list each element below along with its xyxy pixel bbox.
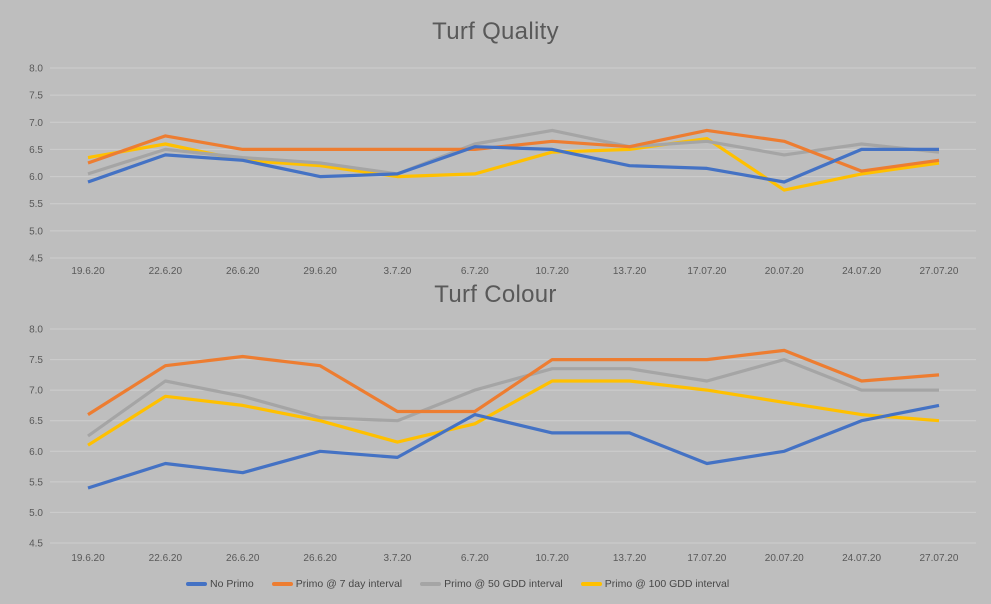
y-axis-label: 7.0 bbox=[29, 118, 43, 129]
turf-quality-title: Turf Quality bbox=[432, 18, 559, 45]
legend-label: Primo @ 50 GDD interval bbox=[444, 578, 563, 590]
x-axis-label: 22.6.20 bbox=[149, 266, 183, 277]
x-axis-label: 26.6.20 bbox=[303, 553, 337, 564]
x-axis-label: 13.7.20 bbox=[613, 553, 647, 564]
legend-swatch-line bbox=[580, 582, 602, 586]
legend-swatch-line bbox=[186, 582, 207, 586]
series-line-primo-7-day-interval[interactable] bbox=[87, 348, 940, 416]
legend-label: Primo @ 100 GDD interval bbox=[604, 578, 730, 590]
x-axis-label: 26.6.20 bbox=[226, 266, 260, 277]
x-axis-label: 20.07.20 bbox=[765, 553, 804, 564]
x-axis-label: 10.7.20 bbox=[535, 553, 569, 564]
legend-label: Primo @ 7 day interval bbox=[295, 578, 403, 590]
turf-quality-plot-area[interactable]: 8.0 7.5 7.0 6.5 6.0 5.5 5.0 4.5 19.6.20 22.6.20 26… bbox=[29, 64, 976, 278]
y-axis-label: 6.5 bbox=[29, 416, 43, 427]
y-axis-label: 7.0 bbox=[29, 386, 43, 397]
series-line-primo-100-gdd-interval[interactable] bbox=[87, 379, 940, 447]
series-line-no-primo[interactable] bbox=[87, 145, 939, 184]
x-axis-label: 22.6.20 bbox=[149, 553, 183, 564]
y-axis-label: 4.5 bbox=[29, 254, 43, 265]
series-line-primo-50-gdd-interval[interactable] bbox=[87, 128, 940, 176]
series-line-no-primo[interactable] bbox=[87, 403, 940, 490]
y-axis-label: 6.0 bbox=[29, 172, 43, 183]
x-axis-label: 20.07.20 bbox=[765, 266, 804, 277]
y-axis-label: 6.0 bbox=[29, 447, 43, 458]
x-axis-label: 27.07.20 bbox=[919, 553, 958, 564]
chart-legend: No Primo Primo @ 7 day interval Primo @ 50… bbox=[186, 577, 729, 591]
y-axis-label: 5.0 bbox=[29, 508, 43, 519]
x-axis-label: 29.6.20 bbox=[303, 266, 337, 277]
legend-item[interactable]: Primo @ 7 day interval bbox=[271, 578, 403, 590]
legend-label: No Primo bbox=[210, 578, 254, 590]
x-axis-label: 10.7.20 bbox=[535, 266, 569, 277]
x-axis-label: 17.07.20 bbox=[687, 266, 726, 277]
y-axis-label: 8.0 bbox=[29, 64, 43, 75]
legend-item[interactable]: Primo @ 50 GDD interval bbox=[420, 578, 563, 590]
x-axis-label: 17.07.20 bbox=[687, 553, 726, 564]
x-axis-label: 3.7.20 bbox=[384, 266, 412, 277]
x-axis-label: 3.7.20 bbox=[384, 553, 412, 564]
turf-colour-plot-area[interactable]: 8.0 7.5 7.0 6.5 6.0 5.5 5.0 4.5 19.6.20 22.6.20 26… bbox=[29, 325, 976, 565]
x-axis-label: 26.6.20 bbox=[226, 553, 260, 564]
x-axis-label: 19.6.20 bbox=[71, 553, 105, 564]
turf-colour-title: Turf Colour bbox=[434, 281, 557, 308]
y-axis-label: 7.5 bbox=[29, 91, 43, 102]
x-axis-label: 13.7.20 bbox=[613, 266, 647, 277]
x-axis-label: 24.07.20 bbox=[842, 266, 881, 277]
legend-item[interactable]: Primo @ 100 GDD interval bbox=[580, 578, 730, 590]
y-axis-label: 6.5 bbox=[29, 145, 43, 156]
x-axis-label: 24.07.20 bbox=[842, 553, 881, 564]
y-axis-label: 8.0 bbox=[29, 325, 43, 336]
x-axis-label: 19.6.20 bbox=[71, 266, 105, 277]
series-line-primo-50-gdd-interval[interactable] bbox=[87, 358, 939, 438]
y-axis-label: 7.5 bbox=[29, 355, 43, 366]
y-axis-label: 5.5 bbox=[29, 199, 43, 210]
legend-swatch-line bbox=[271, 582, 293, 586]
y-axis-label: 5.0 bbox=[29, 226, 43, 237]
legend-item[interactable]: No Primo bbox=[186, 578, 254, 590]
x-axis-label: 6.7.20 bbox=[461, 553, 489, 564]
y-axis-label: 4.5 bbox=[29, 539, 43, 550]
series-line-primo-7-day-interval[interactable] bbox=[87, 128, 940, 173]
x-axis-label: 6.7.20 bbox=[461, 266, 489, 277]
legend-swatch-line bbox=[420, 582, 442, 586]
x-axis-label: 27.07.20 bbox=[919, 266, 958, 277]
y-axis-label: 5.5 bbox=[29, 477, 43, 488]
